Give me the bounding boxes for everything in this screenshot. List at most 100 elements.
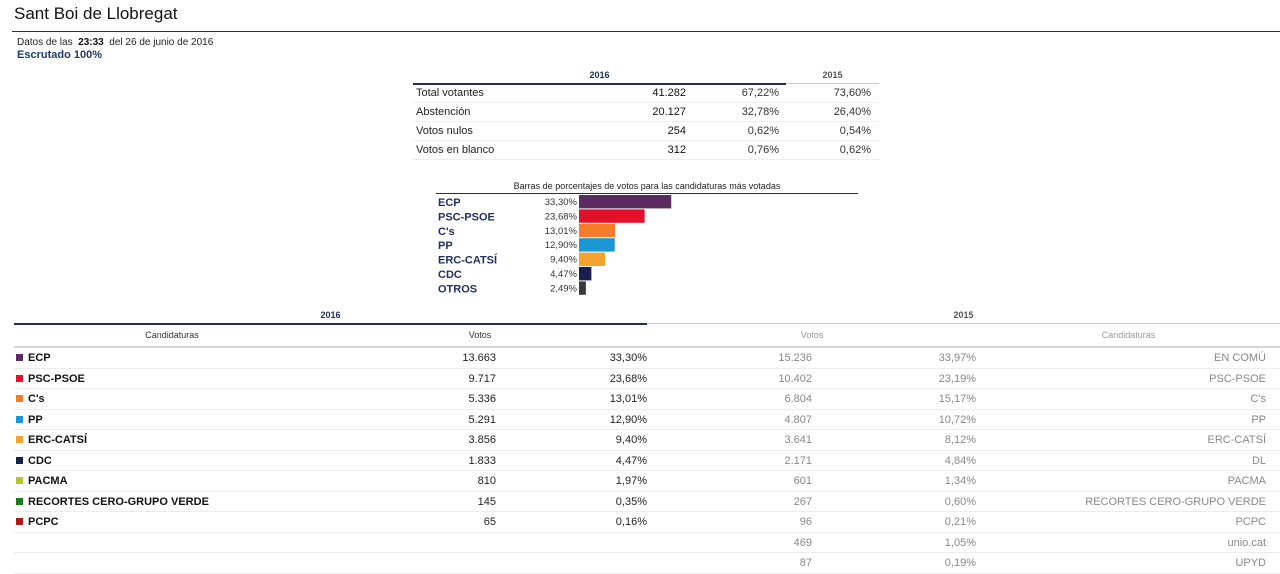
party-name-2015: PSC-PSOE [1209, 372, 1266, 385]
party-name: RECORTES CERO-GRUPO VERDE [28, 495, 209, 508]
summary-label: Abstención [416, 106, 471, 118]
pct-2015: 1,05% [944, 536, 976, 549]
pct-2015: 10,72% [938, 413, 976, 426]
chart-title-rule [436, 193, 858, 194]
party-name-2015: PACMA [1227, 475, 1266, 487]
votes-2015: 4.807 [784, 413, 812, 426]
table-row: ECP 13.663 33,30% 15.236 33,97% EN COMÚ [14, 348, 1280, 369]
table-row: PSC-PSOE 9.717 23,68% 10.402 23,19% PSC-PSOE [14, 369, 1280, 389]
summary-row: Votos en blanco 312 0,76% 0,62% [413, 141, 879, 160]
table-row: 469 1,05% unio.cat [14, 533, 1280, 553]
votes-2015: 15.236 [778, 352, 812, 364]
votes-2016: 810 [477, 475, 496, 487]
party-color-swatch [16, 436, 23, 443]
pct-2015: 1,34% [944, 475, 976, 487]
party-name-2015: unio.cat [1227, 536, 1266, 549]
table-row: C's 5.336 13,01% 6.804 15,17% C's [14, 389, 1280, 410]
results-year-2015: 2015 [953, 310, 974, 320]
bar-value-label: 4,47% [550, 269, 577, 280]
pct-2015: 8,12% [944, 434, 976, 446]
title-divider [12, 31, 1280, 32]
summary-row: Abstención 20.127 32,78% 26,40% [413, 103, 879, 122]
bar-value-label: 23,68% [545, 211, 578, 222]
table-row: PCPC 65 0,16% 96 0,21% PCPC [14, 512, 1280, 533]
pct-2016: 9,40% [615, 434, 647, 446]
party-name: PP [28, 413, 43, 426]
summary-2016-rule [413, 83, 786, 85]
turnout-summary-table: 2016 2015 Total votantes 41.282 67,22% 73,6… [413, 68, 879, 160]
votes-2016: 9.717 [468, 372, 496, 385]
summary-pct-2015: 0,62% [839, 144, 871, 156]
votes-2015: 469 [793, 536, 812, 549]
summary-pct-2015: 0,54% [839, 125, 871, 137]
summary-label: Votos nulos [416, 125, 473, 137]
table-row: CDC 1.833 4,47% 2.171 4,84% DL [14, 451, 1280, 471]
results-table: 2016 2015 Candidaturas Votos Votos Candi… [14, 308, 1280, 574]
pct-2015: 33,97% [938, 352, 976, 364]
summary-value: 41.282 [652, 87, 686, 99]
bar-category-label: PSC-PSOE [438, 211, 495, 223]
party-name: PACMA [28, 475, 68, 487]
vote-percentage-chart: Barras de porcentajes de votos para las … [436, 181, 858, 295]
summary-year-2015: 2015 [822, 70, 843, 80]
party-name-2015: ERC-CATSÍ [1207, 434, 1266, 446]
results-column-header: Candidaturas Votos Votos Candidaturas [14, 324, 1280, 348]
summary-pct: 0,76% [747, 144, 779, 156]
bar-2 [579, 223, 616, 238]
bar-0 [579, 195, 672, 209]
pct-2016: 1,97% [615, 475, 647, 487]
summary-pct-2015: 26,40% [833, 106, 871, 118]
col-candidaturas: Candidaturas [145, 330, 199, 340]
party-color-swatch [16, 456, 23, 464]
party-name-2015: PP [1251, 413, 1266, 426]
col-votos: Votos [468, 330, 492, 340]
summary-year-header: 2016 2015 [413, 68, 879, 85]
data-timestamp: Datos de las 23:33 del 26 de junio de 20… [17, 37, 213, 48]
summary-value: 312 [667, 144, 686, 156]
summary-value: 20.127 [652, 106, 686, 118]
bar-1 [579, 209, 645, 223]
votes-2016: 3.856 [468, 434, 496, 446]
pct-2016: 12,90% [609, 413, 647, 426]
votes-2016: 1.833 [468, 454, 496, 467]
bar-category-label: OTROS [438, 283, 477, 295]
party-color-swatch [16, 395, 23, 402]
bar-value-label: 9,40% [550, 255, 577, 266]
party-color-swatch [16, 374, 23, 382]
party-name: ERC-CATSÍ [28, 434, 88, 446]
bar-category-label: PP [438, 240, 453, 252]
pct-2015: 0,21% [944, 516, 976, 528]
pct-2015: 23,19% [938, 372, 976, 385]
party-name: CDC [28, 454, 52, 467]
party-name-2015: UPYD [1235, 557, 1266, 569]
party-name: PCPC [28, 516, 59, 528]
votes-2015: 2.171 [784, 454, 812, 467]
summary-value: 254 [667, 125, 686, 137]
results-year-2016: 2016 [320, 310, 341, 320]
party-color-swatch [16, 477, 23, 484]
table-row: RECORTES CERO-GRUPO VERDE 145 0,35% 267 0,60… [14, 492, 1280, 512]
data-time: 23:33 [78, 37, 104, 48]
summary-2015-rule [786, 83, 879, 84]
votes-2015: 10.402 [778, 372, 812, 385]
party-color-swatch [16, 415, 23, 423]
results-year-header: 2016 2015 [14, 308, 1280, 325]
table-row: PP 5.291 12,90% 4.807 10,72% PP [14, 410, 1280, 430]
pct-2015: 0,19% [944, 557, 976, 569]
pct-2016: 4,47% [615, 454, 647, 467]
page-title: Sant Boi de Llobregat [14, 4, 178, 23]
votes-2015: 601 [793, 475, 812, 487]
summary-row: Votos nulos 254 0,62% 0,54% [413, 122, 879, 141]
bar-category-label: C's [438, 226, 455, 238]
pct-2016: 13,01% [609, 393, 647, 405]
bar-value-label: 12,90% [545, 240, 578, 251]
party-color-swatch [16, 497, 23, 505]
party-name: ECP [28, 352, 51, 364]
summary-year-2016: 2016 [589, 70, 610, 80]
bar-value-label: 2,49% [550, 283, 577, 294]
votes-2015: 87 [799, 557, 812, 569]
party-name-2015: DL [1251, 454, 1266, 467]
table-row: ERC-CATSÍ 3.856 9,40% 3.641 8,12% ERC-CATSÍ [14, 430, 1280, 451]
party-name-2015: EN COMÚ [1214, 352, 1266, 364]
pct-2016: 0,35% [615, 495, 647, 508]
